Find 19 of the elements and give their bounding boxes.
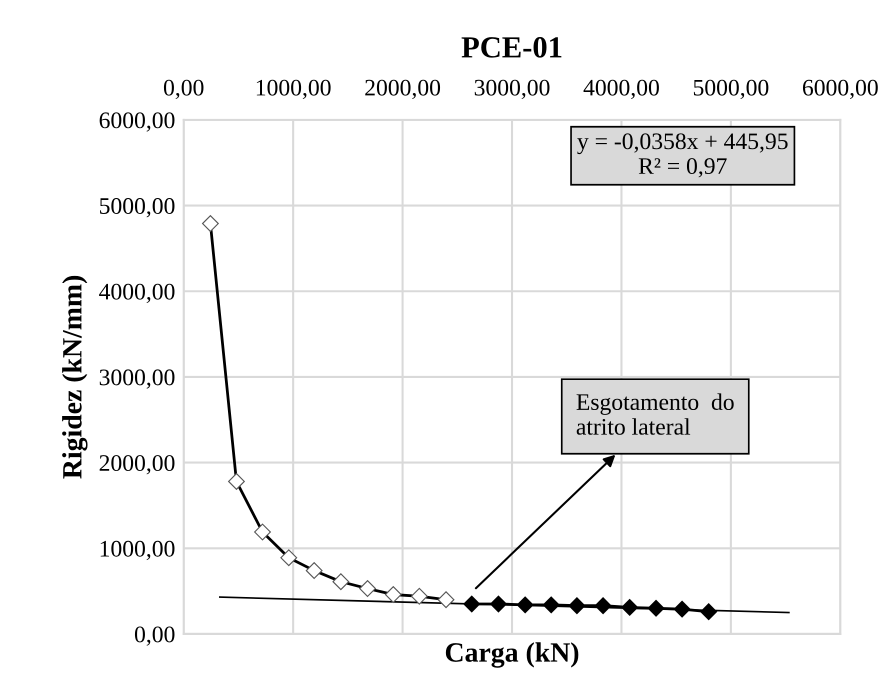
y-tick-label: 5000,00: [100, 198, 174, 218]
y-tick-label: 0,00: [134, 626, 174, 646]
annotation: y = -0,0358x + 445,95 R² = 0,97: [577, 133, 788, 178]
x-tick-label: 0,00: [164, 80, 204, 100]
annotation: Esgotamento do atrito lateral: [576, 393, 734, 435]
y-axis-title: Rigidez (kN/mm): [62, 276, 88, 479]
y-tick-label: 1000,00: [100, 540, 174, 560]
x-tick-label: 4000,00: [584, 80, 659, 100]
x-tick-label: 3000,00: [474, 80, 550, 100]
x-axis-title: Carga (kN): [446, 642, 578, 668]
y-tick-label: 4000,00: [99, 284, 174, 304]
x-tick-label: 5000,00: [694, 80, 768, 100]
chart-title: PCE-01: [462, 37, 562, 58]
y-tick-label: 6000,00: [100, 112, 174, 132]
y-tick-label: 3000,00: [100, 369, 174, 389]
y-tick-label: 2000,00: [100, 455, 174, 474]
x-tick-label: 1000,00: [256, 80, 331, 100]
x-tick-label: 6000,00: [802, 80, 878, 100]
x-tick-label: 2000,00: [365, 80, 440, 100]
